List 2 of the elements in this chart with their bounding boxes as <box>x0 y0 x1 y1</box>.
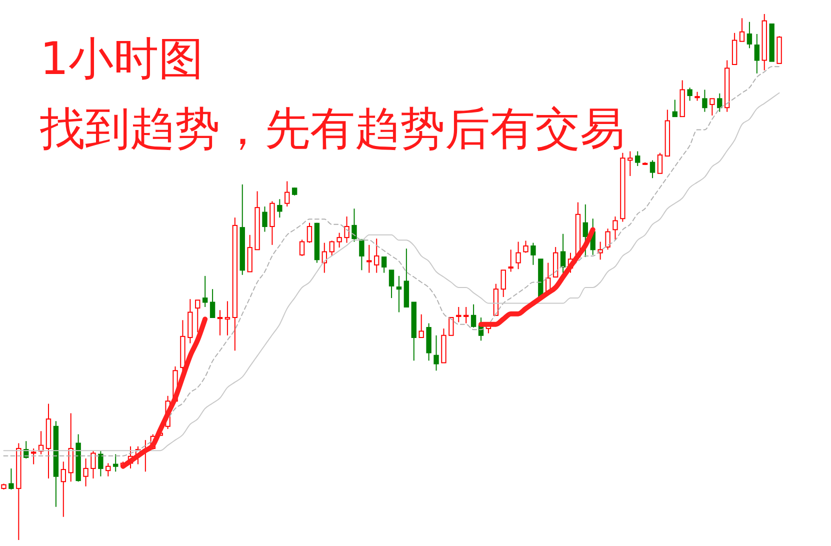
text: 找到趋势，先有趋势后有交易 <box>40 102 625 155</box>
chart-title: 1小时图 <box>40 32 204 85</box>
